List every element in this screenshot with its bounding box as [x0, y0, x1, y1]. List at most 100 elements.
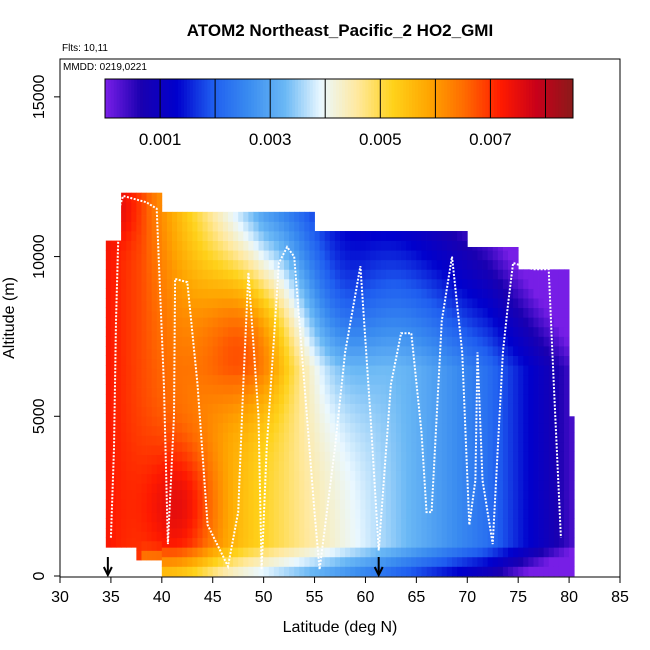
heatmap-cell [151, 195, 158, 206]
heatmap-cell [314, 547, 321, 558]
colorbar-segment [423, 79, 428, 118]
heatmap-cell [385, 240, 392, 251]
heatmap-cell [304, 288, 310, 299]
heatmap-cell [177, 499, 183, 510]
heatmap-cell [350, 326, 356, 337]
heatmap-cell [365, 556, 371, 567]
heatmap-cell [508, 278, 514, 289]
heatmap-cell [502, 461, 509, 471]
heatmap-cell [492, 547, 499, 558]
heatmap-cell [401, 269, 407, 280]
heatmap-cell [528, 422, 534, 433]
heatmap-cell [222, 259, 229, 270]
heatmap-cell [553, 566, 560, 577]
y-tick-label: 5000 [31, 398, 48, 434]
heatmap-cell [233, 461, 239, 471]
heatmap-cell [146, 253, 153, 264]
heatmap-cell [243, 403, 249, 414]
heatmap-cell [258, 547, 265, 558]
heatmap-cell [202, 547, 209, 558]
heatmap-cell [299, 393, 305, 404]
heatmap-cell [161, 422, 168, 433]
colorbar-segment [265, 79, 270, 118]
heatmap-cell [508, 298, 514, 309]
heatmap-cell [492, 298, 499, 309]
heatmap-cell [217, 269, 224, 280]
heatmap-cell [436, 451, 443, 462]
heatmap-cell [268, 346, 275, 356]
heatmap-cell [513, 432, 519, 443]
heatmap-cell [126, 432, 132, 443]
heatmap-cell [533, 566, 539, 577]
heatmap-cell [334, 547, 341, 558]
heatmap-cell [177, 317, 183, 328]
heatmap-cell [396, 461, 402, 471]
heatmap-cell [222, 556, 229, 567]
heatmap-cell [548, 566, 555, 577]
heatmap-cell [238, 489, 244, 500]
heatmap-cell [110, 393, 117, 404]
heatmap-cell [523, 528, 529, 539]
heatmap-cell [166, 355, 173, 366]
heatmap-cell [105, 336, 112, 347]
heatmap-cell [385, 508, 392, 519]
heatmap-cell [273, 470, 280, 481]
heatmap-cell [126, 451, 132, 462]
heatmap-cell [416, 307, 422, 318]
heatmap-cell [284, 528, 290, 539]
heatmap-cell [543, 461, 550, 471]
heatmap-cell [380, 413, 387, 424]
heatmap-cell [543, 384, 550, 395]
heatmap-cell [513, 346, 519, 356]
heatmap-cell [411, 231, 417, 241]
heatmap-cell [553, 556, 560, 567]
heatmap-cell [141, 215, 147, 226]
heatmap-cell [375, 451, 382, 462]
heatmap-cell [416, 250, 422, 261]
heatmap-cell [273, 480, 280, 491]
heatmap-cell [110, 298, 117, 309]
heatmap-cell [355, 231, 361, 241]
heatmap-cell [299, 489, 305, 500]
heatmap-cell [166, 461, 173, 471]
colorbar-segment [210, 79, 214, 118]
heatmap-cell [558, 508, 565, 519]
heatmap-cell [131, 365, 137, 376]
heatmap-cell [446, 384, 453, 395]
heatmap-cell [268, 499, 275, 510]
heatmap-cell [192, 298, 198, 309]
heatmap-cell [518, 566, 524, 577]
heatmap-cell [278, 365, 285, 376]
heatmap-cell [131, 403, 137, 414]
heatmap-cell [192, 537, 198, 548]
heatmap-cell [385, 365, 392, 376]
heatmap-cell [294, 461, 300, 471]
heatmap-cell [146, 512, 153, 523]
heatmap-cell [441, 231, 448, 241]
heatmap-cell [161, 259, 168, 270]
heatmap-cell [472, 278, 478, 289]
heatmap-cell [334, 461, 341, 471]
heatmap-cell [243, 508, 249, 519]
heatmap-cell [268, 326, 275, 337]
heatmap-cell [319, 451, 326, 462]
heatmap-cell [156, 349, 163, 360]
heatmap-cell [105, 365, 112, 376]
heatmap-cell [462, 499, 468, 510]
heatmap-cell [192, 307, 198, 318]
heatmap-cell [497, 317, 504, 328]
colorbar-segment [143, 79, 147, 118]
heatmap-cell [177, 432, 183, 443]
heatmap-cell [492, 470, 499, 481]
heatmap-cell [110, 326, 117, 337]
heatmap-cell [457, 393, 463, 404]
heatmap-cell [421, 355, 427, 366]
heatmap-cell [116, 365, 122, 376]
heatmap-cell [533, 547, 539, 558]
heatmap-cell [258, 537, 265, 548]
heatmap-cell [166, 384, 173, 395]
colorbar-segment [222, 79, 226, 118]
heatmap-cell [233, 537, 239, 548]
heatmap-cell [411, 393, 417, 404]
heatmap-cell [197, 259, 203, 270]
